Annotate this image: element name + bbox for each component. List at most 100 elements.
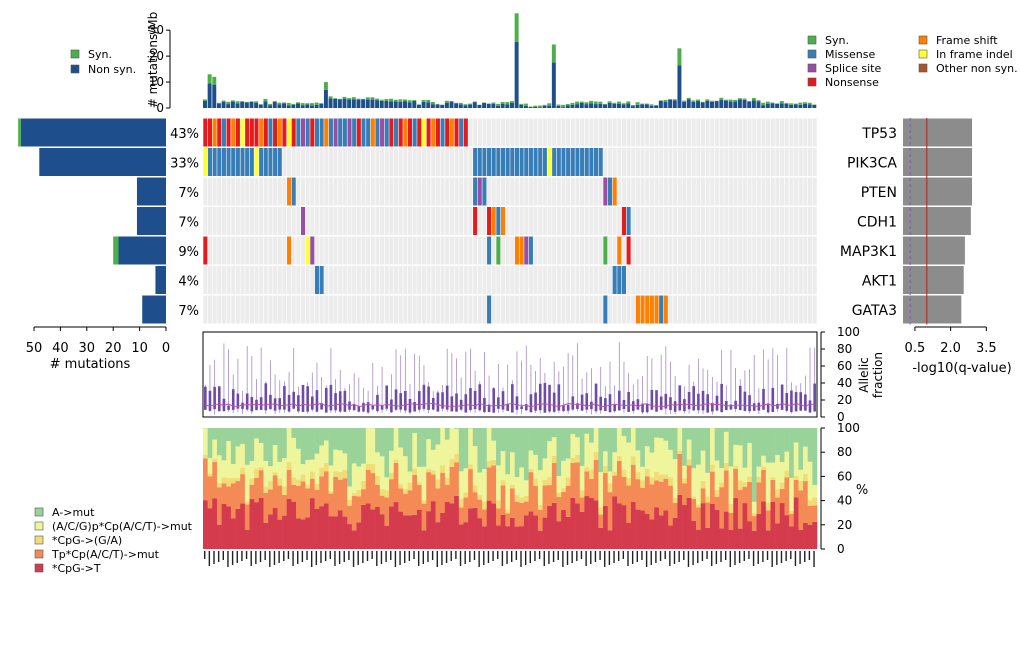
burden-bar-nonsyn xyxy=(216,103,221,108)
oncoprint-empty-cell xyxy=(431,236,436,265)
spectrum-tpc xyxy=(714,496,720,510)
spectrum-cpg-t xyxy=(630,501,636,549)
oncoprint-empty-cell xyxy=(649,148,654,176)
spectrum-cpa xyxy=(356,466,362,490)
burden-bar-nonsyn xyxy=(291,104,296,108)
oncoprint-empty-cell xyxy=(500,236,506,265)
oncoprint-empty-cell xyxy=(491,118,496,147)
burden-bar-nonsyn xyxy=(393,101,398,108)
spectrum-tpc xyxy=(593,459,599,501)
spectrum-tpc xyxy=(230,483,236,519)
spectrum-tpc xyxy=(616,460,622,504)
allelic-fraction-box xyxy=(711,402,714,412)
spectrum-tpc xyxy=(723,470,729,512)
oncoprint-empty-cell xyxy=(654,207,659,235)
spectrum-legend-item-swatch xyxy=(34,521,44,531)
oncoprint-empty-cell xyxy=(677,118,682,147)
spectrum-tpc xyxy=(672,502,678,518)
allelic-fraction-box xyxy=(650,389,654,410)
spectrum-cpg-t xyxy=(603,505,608,549)
allelic-fraction-box xyxy=(306,386,309,412)
spectrum-cpg-t xyxy=(612,496,618,549)
oncoprint-empty-cell xyxy=(798,295,803,324)
burden-bar-syn xyxy=(389,98,394,102)
oncoprint-empty-cell xyxy=(235,295,240,324)
spectrum-a-mut xyxy=(356,428,362,467)
spectrum-cpa xyxy=(249,460,255,479)
oncoprint-empty-cell xyxy=(533,295,538,324)
burden-bar-nonsyn xyxy=(240,101,245,108)
oncoprint-empty-cell xyxy=(217,207,222,235)
burden-bar-syn xyxy=(226,101,231,105)
oncoprint-empty-cell xyxy=(468,207,473,235)
oncoprint-empty-cell xyxy=(259,295,264,324)
oncoprint-empty-cell xyxy=(691,295,696,324)
spectrum-cpg-t xyxy=(723,511,729,549)
burden-bar-syn xyxy=(733,99,738,102)
oncoprint-empty-cell xyxy=(724,118,729,147)
spectrum-cpa xyxy=(491,440,497,460)
spectrum-tpc xyxy=(486,467,492,501)
oncoprint-empty-cell xyxy=(375,207,380,235)
oncoprint-empty-cell xyxy=(394,266,399,294)
oncoprint-empty-cell xyxy=(221,266,226,294)
oncoprint-empty-cell xyxy=(394,148,399,176)
oncoprint-empty-cell xyxy=(701,266,706,294)
oncoprint-empty-cell xyxy=(710,236,715,265)
oncoprint-mutation-cell xyxy=(487,207,492,235)
burden-bar-nonsyn xyxy=(230,101,235,108)
spectrum-a-mut xyxy=(384,428,390,478)
sample-id-label xyxy=(506,551,508,564)
spectrum-cpg-ga xyxy=(472,485,478,493)
oncoprint-empty-cell xyxy=(254,177,259,206)
oncoprint-empty-cell xyxy=(473,236,478,265)
spectrum-cpa xyxy=(463,468,469,493)
oncoprint-empty-cell xyxy=(561,207,566,235)
allelic-fraction-box xyxy=(804,394,807,411)
gene-percentage: 7% xyxy=(178,215,199,230)
sample-id-label xyxy=(752,551,755,566)
spectrum-cpa xyxy=(240,443,246,468)
oncoprint-empty-cell xyxy=(240,207,245,235)
oncoprint-empty-cell xyxy=(273,295,278,324)
oncoprint-empty-cell xyxy=(505,266,510,294)
spectrum-cpg-ga xyxy=(672,497,678,503)
burden-bar-nonsyn xyxy=(728,101,733,108)
spectrum-cpa xyxy=(254,438,260,469)
oncoprint-empty-cell xyxy=(691,266,696,294)
oncoprint-empty-cell xyxy=(342,207,347,235)
spectrum-cpg-ga xyxy=(342,470,348,479)
spectrum-cpg-ga xyxy=(510,484,515,489)
oncoprint-mutation-cell xyxy=(617,266,622,294)
spectrum-cpa xyxy=(589,442,595,470)
spectrum-cpg-ga xyxy=(203,454,208,459)
oncoprint-mutation-cell xyxy=(477,177,482,206)
oncoprint-empty-cell xyxy=(780,148,785,176)
spectrum-cpg-ga xyxy=(468,464,474,470)
spectrum-cpa xyxy=(761,455,767,467)
allelic-fraction-box xyxy=(692,386,696,411)
oncoprint-empty-cell xyxy=(714,148,720,176)
spectrum-legend-item-label: Tp*Cp(A/C/T)->mut xyxy=(51,548,160,561)
spectrum-cpa xyxy=(658,438,664,475)
sample-id-label xyxy=(808,551,811,560)
oncoprint-empty-cell xyxy=(556,118,561,147)
spectrum-a-mut xyxy=(319,428,325,446)
oncoprint-empty-cell xyxy=(249,266,254,294)
oncoprint-empty-cell xyxy=(738,236,743,265)
burden-bar-syn xyxy=(784,102,789,104)
spectrum-cpg-ga xyxy=(398,484,404,489)
burden-bar-nonsyn xyxy=(533,106,538,108)
oncoprint-mutation-cell xyxy=(566,148,571,176)
oncoprint-empty-cell xyxy=(407,207,413,235)
oncoprint-empty-cell xyxy=(640,236,645,265)
oncoprint-empty-cell xyxy=(431,207,436,235)
oncoprint-empty-cell xyxy=(594,118,599,147)
burden-bar-nonsyn xyxy=(798,104,803,108)
allelic-fraction-y-label: Allelic xyxy=(857,357,871,393)
oncoprint-empty-cell xyxy=(282,266,287,294)
spectrum-a-mut xyxy=(472,428,478,447)
oncoprint-empty-cell xyxy=(742,295,747,324)
oncoprint-mutation-cell xyxy=(356,118,361,147)
oncoprint-empty-cell xyxy=(566,118,571,147)
